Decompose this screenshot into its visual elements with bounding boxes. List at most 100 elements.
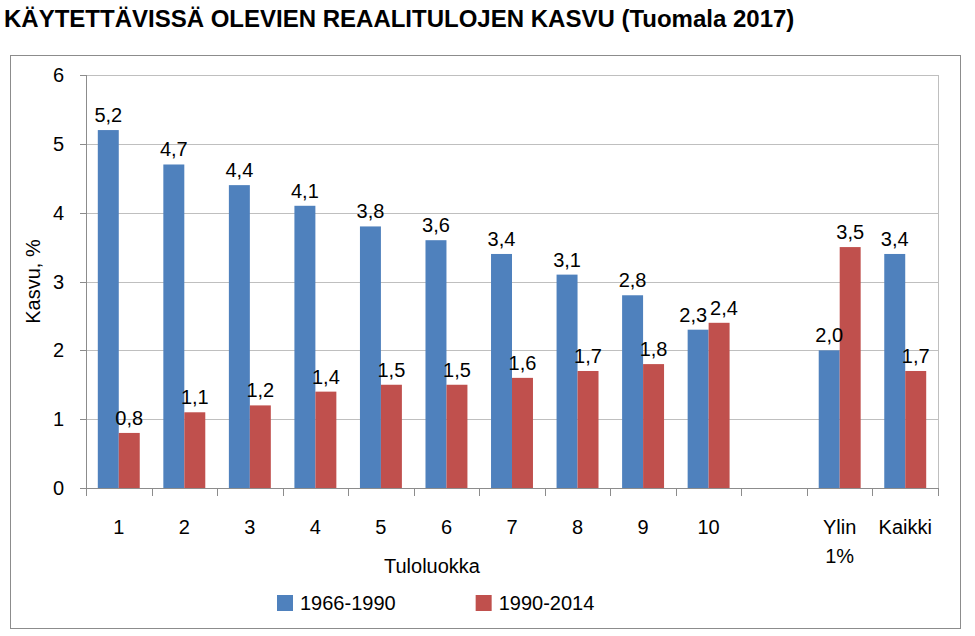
x-tick xyxy=(938,488,939,496)
y-tick xyxy=(80,144,86,145)
data-label: 2,0 xyxy=(815,324,843,346)
bar xyxy=(622,295,643,488)
y-tick xyxy=(80,282,86,283)
legend-swatch xyxy=(277,595,293,611)
data-label: 2,8 xyxy=(619,269,647,291)
chart-frame xyxy=(11,56,961,629)
x-tick xyxy=(414,488,415,496)
x-tick xyxy=(152,488,153,496)
data-label: 4,1 xyxy=(291,180,319,202)
bar xyxy=(163,164,184,488)
x-tick-label: 8 xyxy=(572,516,583,538)
y-tick xyxy=(80,488,86,489)
bar xyxy=(643,364,664,488)
bar xyxy=(557,275,578,488)
legend-item: 1990-2014 xyxy=(476,592,595,614)
legend-item: 1966-1990 xyxy=(277,592,396,614)
background xyxy=(0,0,975,636)
x-tick-label: 7 xyxy=(506,516,517,538)
grid-line xyxy=(86,144,938,145)
data-label: 1,6 xyxy=(509,352,537,374)
grid xyxy=(86,76,938,489)
bars xyxy=(98,130,926,488)
data-label: 3,4 xyxy=(488,228,516,250)
y-tick xyxy=(80,419,86,420)
grid-line xyxy=(86,75,938,76)
y-tick-label: 4 xyxy=(53,202,64,224)
data-label: 3,5 xyxy=(836,221,864,243)
x-tick-label: 6 xyxy=(441,516,452,538)
bar xyxy=(315,392,336,488)
x-tick xyxy=(741,488,742,496)
y-tick-label: 0 xyxy=(53,477,64,499)
data-label: 1,5 xyxy=(378,359,406,381)
legend-label: 1966-1990 xyxy=(300,592,396,614)
x-tick xyxy=(86,488,87,496)
bar xyxy=(819,350,840,488)
bar xyxy=(840,247,861,488)
x-tick-label: 5 xyxy=(375,516,386,538)
legend-label: 1990-2014 xyxy=(499,592,595,614)
y-tick xyxy=(80,213,86,214)
plot-border xyxy=(938,75,939,488)
bar xyxy=(884,254,905,488)
data-label: 1,1 xyxy=(181,386,209,408)
bar xyxy=(229,185,250,488)
data-label: 5,2 xyxy=(94,104,122,126)
y-tick xyxy=(80,75,86,76)
bar xyxy=(381,385,402,488)
y-tick-label: 5 xyxy=(53,133,64,155)
data-label: 3,6 xyxy=(422,214,450,236)
x-tick xyxy=(610,488,611,496)
x-tick-label: 4 xyxy=(310,516,321,538)
x-tick xyxy=(545,488,546,496)
title: KÄYTETTÄVISSÄ OLEVIEN REAALITULOJEN KASV… xyxy=(4,5,794,32)
x-axis xyxy=(86,488,938,489)
grid-line xyxy=(86,213,938,214)
x-tick-label: Kaikki xyxy=(879,516,932,538)
y-axis-label: Kasvu, % xyxy=(22,239,44,324)
y-axis xyxy=(86,75,87,488)
bar xyxy=(512,378,533,488)
bar xyxy=(250,405,271,488)
x-tick xyxy=(872,488,873,496)
x-tick xyxy=(348,488,349,496)
chart: KÄYTETTÄVISSÄ OLEVIEN REAALITULOJEN KASV… xyxy=(0,0,975,636)
x-tick-label: 2 xyxy=(179,516,190,538)
y-tick-label: 1 xyxy=(53,408,64,430)
bar xyxy=(119,433,140,488)
x-tick-label: Ylin1% xyxy=(823,516,856,567)
data-label: 3,8 xyxy=(357,200,385,222)
x-tick-label: 3 xyxy=(244,516,255,538)
bar xyxy=(709,323,730,488)
data-label: 2,3 xyxy=(679,304,707,326)
y-tick-label: 2 xyxy=(53,339,64,361)
x-tick xyxy=(283,488,284,496)
data-label: 1,7 xyxy=(574,345,602,367)
x-tick xyxy=(479,488,480,496)
data-label: 4,4 xyxy=(225,159,253,181)
legend: 1966-1990 1990-2014 xyxy=(277,592,594,614)
bar xyxy=(578,371,599,488)
data-label: 0,8 xyxy=(115,407,143,429)
y-tick xyxy=(80,350,86,351)
data-label: 3,4 xyxy=(881,228,909,250)
data-label: 2,4 xyxy=(710,297,738,319)
data-label: 1,2 xyxy=(246,379,274,401)
data-label: 1,5 xyxy=(443,359,471,381)
bar xyxy=(294,206,315,488)
data-label: 3,1 xyxy=(553,249,581,271)
bar xyxy=(360,226,381,488)
x-tick-label: 1 xyxy=(113,516,124,538)
data-label: 1,4 xyxy=(312,366,340,388)
x-axis-label: Tuloluokka xyxy=(384,555,481,577)
bar xyxy=(905,371,926,488)
y-tick-label: 6 xyxy=(53,64,64,86)
x-tick-label: 10 xyxy=(697,516,719,538)
data-label: 1,7 xyxy=(902,345,930,367)
bar xyxy=(446,385,467,488)
x-tick xyxy=(807,488,808,496)
x-tick xyxy=(217,488,218,496)
x-tick xyxy=(676,488,677,496)
bar xyxy=(98,130,119,488)
